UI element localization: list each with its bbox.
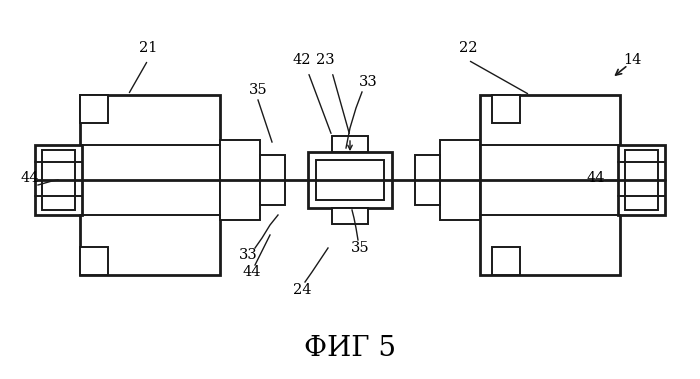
Text: 21: 21	[139, 41, 158, 55]
Bar	[260, 155, 285, 205]
Bar	[440, 140, 480, 220]
Text: 14: 14	[623, 53, 641, 67]
Bar	[618, 145, 665, 215]
Bar	[220, 140, 260, 220]
Bar	[35, 145, 82, 215]
Bar	[308, 152, 392, 208]
Bar	[415, 155, 440, 205]
Bar	[332, 208, 368, 224]
Text: 44: 44	[243, 265, 261, 279]
Text: 33: 33	[358, 75, 377, 89]
Bar	[316, 160, 384, 200]
Bar	[80, 247, 108, 275]
Bar	[492, 95, 520, 123]
Text: 33: 33	[239, 248, 258, 262]
Bar	[625, 150, 658, 210]
Bar	[492, 247, 520, 275]
Text: 35: 35	[248, 83, 267, 97]
Text: 22: 22	[458, 41, 477, 55]
Bar	[80, 95, 220, 275]
Bar	[332, 136, 368, 152]
Text: 35: 35	[351, 241, 370, 255]
Bar	[80, 95, 108, 123]
Text: 44: 44	[587, 171, 606, 185]
Text: 44: 44	[21, 171, 39, 185]
Text: 24: 24	[293, 283, 312, 297]
Bar	[42, 150, 75, 210]
Bar	[480, 95, 620, 275]
Text: ФИГ 5: ФИГ 5	[304, 335, 396, 362]
Text: 23: 23	[316, 53, 335, 67]
Text: 42: 42	[293, 53, 312, 67]
